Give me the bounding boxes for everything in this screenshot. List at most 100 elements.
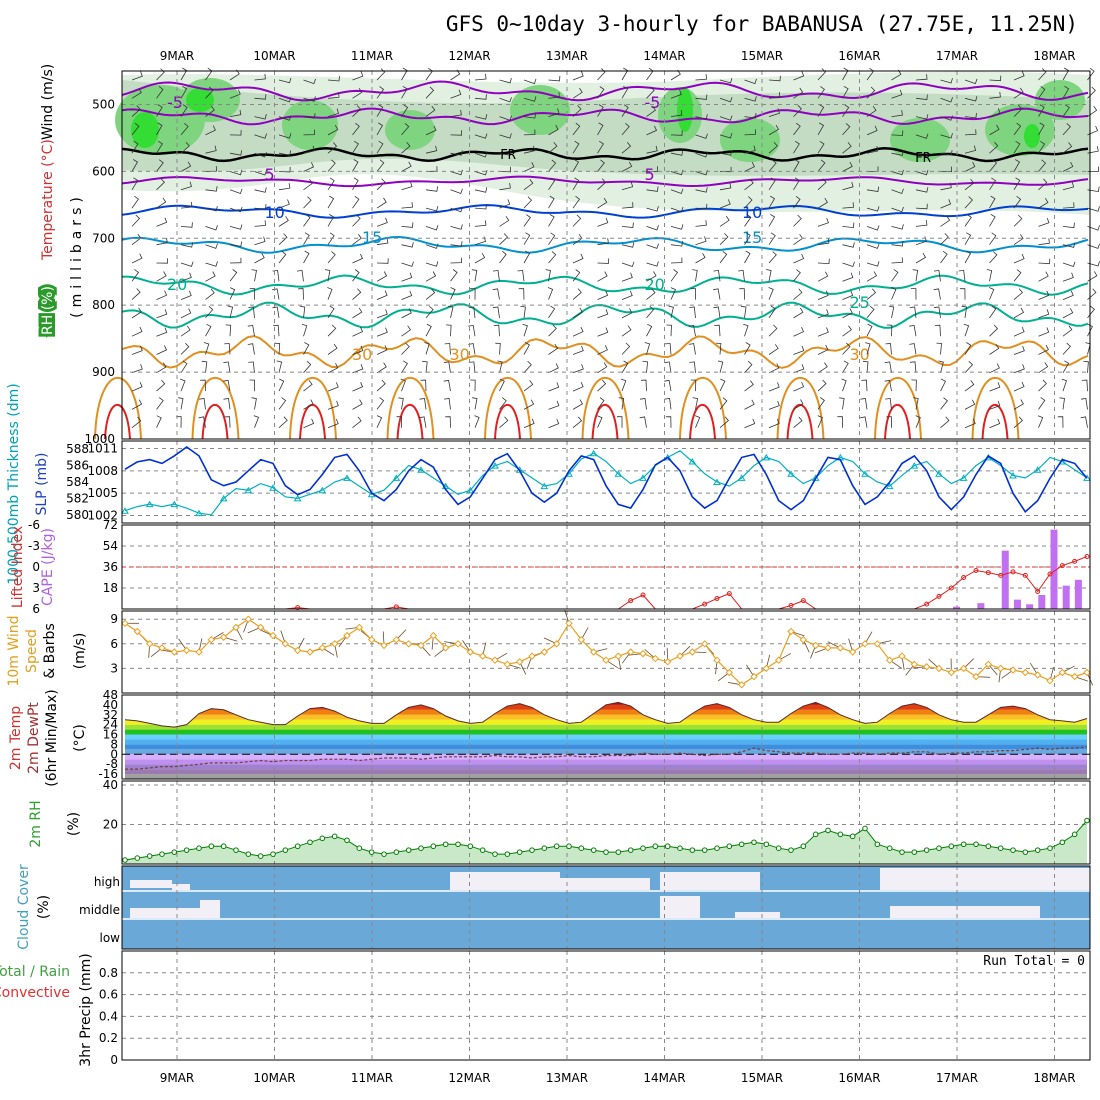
wind-barb: [156, 345, 168, 355]
wind-barb: [376, 178, 386, 191]
wind-barb: [618, 397, 625, 410]
wind-barb: [376, 258, 389, 264]
wind10-marker: [910, 660, 919, 669]
cloud-mid-block: [130, 908, 200, 918]
wind-barb: [251, 397, 257, 410]
li-marker: [640, 592, 646, 598]
t2m-label: 2m Temp: [8, 706, 24, 770]
warm-lobe: [386, 377, 435, 440]
wind-barb: [817, 122, 825, 136]
temp-band: [125, 724, 1087, 730]
wind-barb: [940, 182, 952, 191]
wind-barb: [352, 233, 362, 246]
cloud-mid-block: [735, 912, 780, 918]
wind10-marker: [1021, 668, 1030, 677]
wind-barb: [744, 232, 751, 245]
wind-barb: [817, 271, 829, 282]
wind-barb: [817, 217, 829, 227]
wind10-tick: 6: [110, 637, 118, 651]
wind-barb: [1013, 195, 1022, 209]
wind-barb: [523, 342, 530, 355]
wind-barb: [866, 146, 879, 154]
minmax-label: (6hr Min/Max): [44, 689, 60, 786]
temperature-axis-label: Temperature (°C): [40, 139, 56, 261]
wind-barb: [1013, 381, 1025, 392]
wind-barb: [523, 232, 531, 245]
wind-barb: [474, 133, 488, 139]
wind10-marker: [774, 656, 783, 664]
wind-barb: [986, 269, 993, 282]
wind-barb: [744, 78, 757, 85]
rh-blob-dense: [131, 112, 159, 148]
wind-barb: [278, 97, 292, 103]
wind10-marker: [343, 631, 351, 640]
wind-barb: [131, 140, 139, 154]
wind-barb: [450, 150, 463, 156]
rh2m-marker: [1022, 849, 1029, 855]
wind-barb: [862, 360, 869, 373]
wind-barb: [1062, 123, 1071, 136]
wind-barb: [768, 177, 776, 191]
wind10-marker: [392, 635, 401, 644]
wind-barb: [376, 68, 386, 81]
wind-barb: [670, 110, 683, 117]
wind-barb: [324, 269, 331, 282]
wind-barb: [719, 215, 730, 227]
wind-barb: [646, 288, 656, 300]
wind-barb: [548, 400, 560, 410]
wind-barb: [327, 363, 339, 374]
wind-barb: [468, 306, 476, 318]
wind-barb: [327, 287, 333, 300]
wind-barb: [493, 324, 500, 337]
wind-barb: [1061, 378, 1068, 392]
wind-barb: [744, 178, 754, 191]
wind-barb: [1038, 345, 1049, 355]
thickness-marker: [811, 474, 820, 481]
wind-barb: [909, 324, 917, 337]
wind-barb: [523, 96, 537, 102]
wind-barb: [303, 250, 310, 264]
rh2m-marker: [837, 831, 844, 838]
wind-barb: [842, 360, 849, 374]
li-marker: [1072, 558, 1078, 564]
wind-barb: [695, 187, 708, 193]
wind-barb: [1081, 379, 1088, 392]
wind-barb: [964, 232, 972, 245]
rh2m-marker: [1047, 845, 1053, 851]
wind-barb: [327, 159, 336, 172]
thickness-tick: 586: [66, 459, 89, 473]
wind-barb: [376, 290, 388, 300]
wind-barb: [793, 364, 805, 374]
wind-barb: [1038, 309, 1050, 319]
li-marker: [961, 575, 967, 580]
temp-band: [125, 709, 1087, 715]
wind-barb: [668, 305, 674, 318]
wind10-marker: [750, 672, 758, 681]
wind10-marker: [1046, 676, 1054, 685]
wind-barb: [523, 196, 533, 209]
wind-barb: [303, 399, 314, 410]
thickness-marker: [935, 470, 943, 477]
cape-bar: [1013, 599, 1021, 609]
wind-barb: [861, 379, 868, 392]
li-marker: [985, 570, 991, 576]
wind-barb: [352, 326, 364, 337]
wind10-marker: [330, 640, 339, 648]
wind-barb: [303, 380, 313, 392]
wind-barb: [915, 415, 921, 428]
li-marker: [998, 572, 1004, 578]
wind-barb: [1087, 261, 1100, 267]
wind-barb: [205, 288, 215, 300]
freezing-level-label-2: FR: [915, 151, 931, 166]
wind-barb: [352, 159, 359, 172]
wind-barb: [793, 307, 804, 319]
wind-barb: [278, 416, 288, 428]
rh2m-marker: [368, 849, 375, 855]
contour-label: 15: [362, 228, 382, 247]
wind10-marker: [158, 644, 166, 652]
temp-contour: [121, 80, 1089, 102]
wind-barb: [744, 196, 753, 209]
pressure-tick: 1000: [84, 432, 115, 446]
wind-barb: [739, 288, 745, 300]
wind-barb: [768, 287, 774, 300]
